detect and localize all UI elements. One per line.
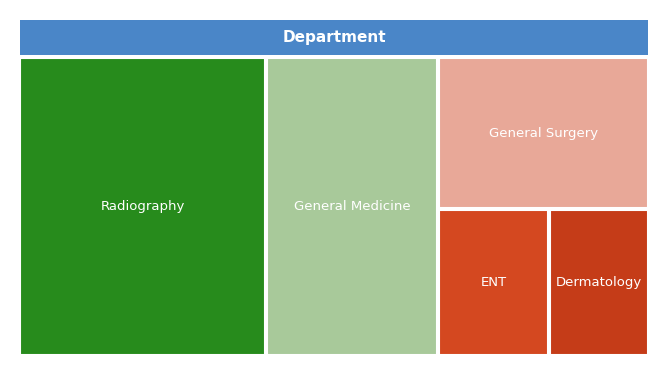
Text: ENT: ENT — [480, 276, 506, 289]
Bar — [20, 58, 265, 355]
Bar — [439, 58, 648, 208]
Text: Dermatology: Dermatology — [556, 276, 642, 289]
Bar — [550, 210, 648, 355]
Bar — [20, 20, 648, 55]
Bar — [439, 210, 548, 355]
Text: General Surgery: General Surgery — [489, 127, 598, 139]
Text: General Medicine: General Medicine — [294, 200, 410, 213]
Text: Radiography: Radiography — [100, 200, 184, 213]
Text: Department: Department — [282, 30, 386, 45]
Bar — [267, 58, 437, 355]
